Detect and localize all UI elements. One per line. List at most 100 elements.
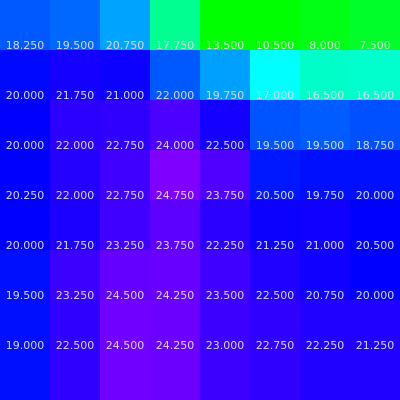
heatmap-cell: 22.500 [200, 100, 250, 152]
heatmap-cell-label: 18.250 [5, 39, 45, 52]
heatmap-cell-label: 24.250 [155, 289, 195, 302]
heatmap-cell-label: 23.500 [205, 289, 245, 302]
heatmap-cell: 22.250 [200, 200, 250, 252]
heatmap-cell: 24.000 [150, 100, 200, 152]
heatmap-cell: 21.000 [300, 200, 350, 252]
heatmap-cell-label: 20.750 [305, 289, 345, 302]
heatmap-cell: 21.750 [50, 50, 100, 102]
heatmap-cell-label: 23.250 [55, 289, 95, 302]
heatmap-cell-label: 21.250 [255, 239, 295, 252]
heatmap-cell-label: 8.000 [309, 39, 341, 52]
heatmap-cell: 24.500 [100, 300, 150, 352]
heatmap-cell: 20.000 [350, 150, 400, 202]
heatmap-cell-label: 24.500 [105, 339, 145, 352]
heatmap-cell: 19.500 [300, 100, 350, 152]
heatmap-cell: 20.750 [300, 250, 350, 302]
heatmap-cell: 18.750 [350, 100, 400, 152]
heatmap-cell [350, 350, 400, 400]
heatmap-cell: 23.250 [100, 200, 150, 252]
heatmap-cell-label: 19.500 [5, 289, 45, 302]
heatmap-cell: 20.000 [0, 100, 50, 152]
heatmap-cell [0, 350, 50, 400]
heatmap-cell-label: 20.250 [5, 189, 45, 202]
heatmap-cell [300, 350, 350, 400]
heatmap-cell-label: 22.000 [155, 89, 195, 102]
heatmap-cell [50, 350, 100, 400]
heatmap-cell [200, 350, 250, 400]
heatmap-cell-label: 21.750 [55, 89, 95, 102]
heatmap-cell: 21.000 [100, 50, 150, 102]
heatmap-cell-label: 19.500 [255, 139, 295, 152]
heatmap-cell: 20.000 [0, 50, 50, 102]
heatmap-cell [100, 350, 150, 400]
heatmap-cell-label: 24.250 [155, 339, 195, 352]
heatmap-cell: 22.750 [100, 100, 150, 152]
heatmap-cell: 22.750 [250, 300, 300, 352]
heatmap-cell-label: 10.500 [255, 39, 295, 52]
heatmap-cell-label: 24.750 [155, 189, 195, 202]
heatmap-cell: 22.500 [50, 300, 100, 352]
heatmap-cell-label: 23.000 [205, 339, 245, 352]
heatmap-cell-label: 24.500 [105, 289, 145, 302]
heatmap-cell-label: 18.750 [355, 139, 395, 152]
heatmap-cell: 24.250 [150, 300, 200, 352]
heatmap-cell-label: 22.500 [255, 289, 295, 302]
heatmap-cell-label: 19.750 [305, 189, 345, 202]
heatmap-cell: 13.500 [200, 0, 250, 52]
heatmap-cell-label: 23.750 [155, 239, 195, 252]
heatmap-cell-label: 21.250 [355, 339, 395, 352]
heatmap-cell: 10.500 [250, 0, 300, 52]
heatmap-cell: 23.250 [50, 250, 100, 302]
heatmap-cell-label: 20.000 [355, 289, 395, 302]
heatmap-cell-label: 20.500 [255, 189, 295, 202]
heatmap-cell-label: 22.000 [55, 189, 95, 202]
heatmap-cell: 19.500 [50, 0, 100, 52]
heatmap-cell: 24.750 [150, 150, 200, 202]
heatmap-cell: 20.750 [100, 0, 150, 52]
heatmap-cell: 17.750 [150, 0, 200, 52]
heatmap-cell: 23.750 [200, 150, 250, 202]
heatmap-cell-label: 22.750 [105, 139, 145, 152]
heatmap-cell-label: 20.000 [355, 189, 395, 202]
heatmap-cell: 22.500 [250, 250, 300, 302]
heatmap-cell-label: 19.000 [5, 339, 45, 352]
heatmap-cell: 21.250 [250, 200, 300, 252]
heatmap-cell-label: 23.250 [105, 239, 145, 252]
heatmap-cell: 19.750 [300, 150, 350, 202]
heatmap-cell: 20.500 [350, 200, 400, 252]
heatmap-cell-label: 22.750 [255, 339, 295, 352]
heatmap-cell-label: 21.000 [305, 239, 345, 252]
heatmap-cell [150, 350, 200, 400]
heatmap-cell: 23.500 [200, 250, 250, 302]
heatmap-cell: 20.500 [250, 150, 300, 202]
heatmap-cell-label: 16.500 [355, 89, 395, 102]
heatmap-cell-label: 23.750 [205, 189, 245, 202]
heatmap-cell: 16.500 [350, 50, 400, 102]
heatmap-cell [250, 350, 300, 400]
heatmap-cell-label: 7.500 [359, 39, 391, 52]
heatmap-cell-label: 21.000 [105, 89, 145, 102]
heatmap-cell-label: 21.750 [55, 239, 95, 252]
heatmap-cell: 21.750 [50, 200, 100, 252]
heatmap-cell: 23.000 [200, 300, 250, 352]
heatmap-cell-label: 20.000 [5, 89, 45, 102]
heatmap-cell-label: 20.000 [5, 139, 45, 152]
heatmap-cell-label: 22.500 [55, 339, 95, 352]
heatmap-cell: 20.000 [350, 250, 400, 302]
heatmap-cell-label: 16.500 [305, 89, 345, 102]
heatmap-cell: 19.500 [250, 100, 300, 152]
heatmap-cell: 19.750 [200, 50, 250, 102]
heatmap-cell-label: 20.000 [5, 239, 45, 252]
heatmap-cell-label: 22.250 [205, 239, 245, 252]
heatmap-cell: 22.750 [100, 150, 150, 202]
heatmap-cell: 24.250 [150, 250, 200, 302]
heatmap-cell: 20.000 [0, 200, 50, 252]
heatmap-cell: 19.000 [0, 300, 50, 352]
heatmap-cell: 16.500 [300, 50, 350, 102]
heatmap-cell-label: 22.250 [305, 339, 345, 352]
heatmap-cell: 20.250 [0, 150, 50, 202]
heatmap-cell: 22.250 [300, 300, 350, 352]
heatmap-cell: 23.750 [150, 200, 200, 252]
heatmap-cell-label: 20.500 [355, 239, 395, 252]
